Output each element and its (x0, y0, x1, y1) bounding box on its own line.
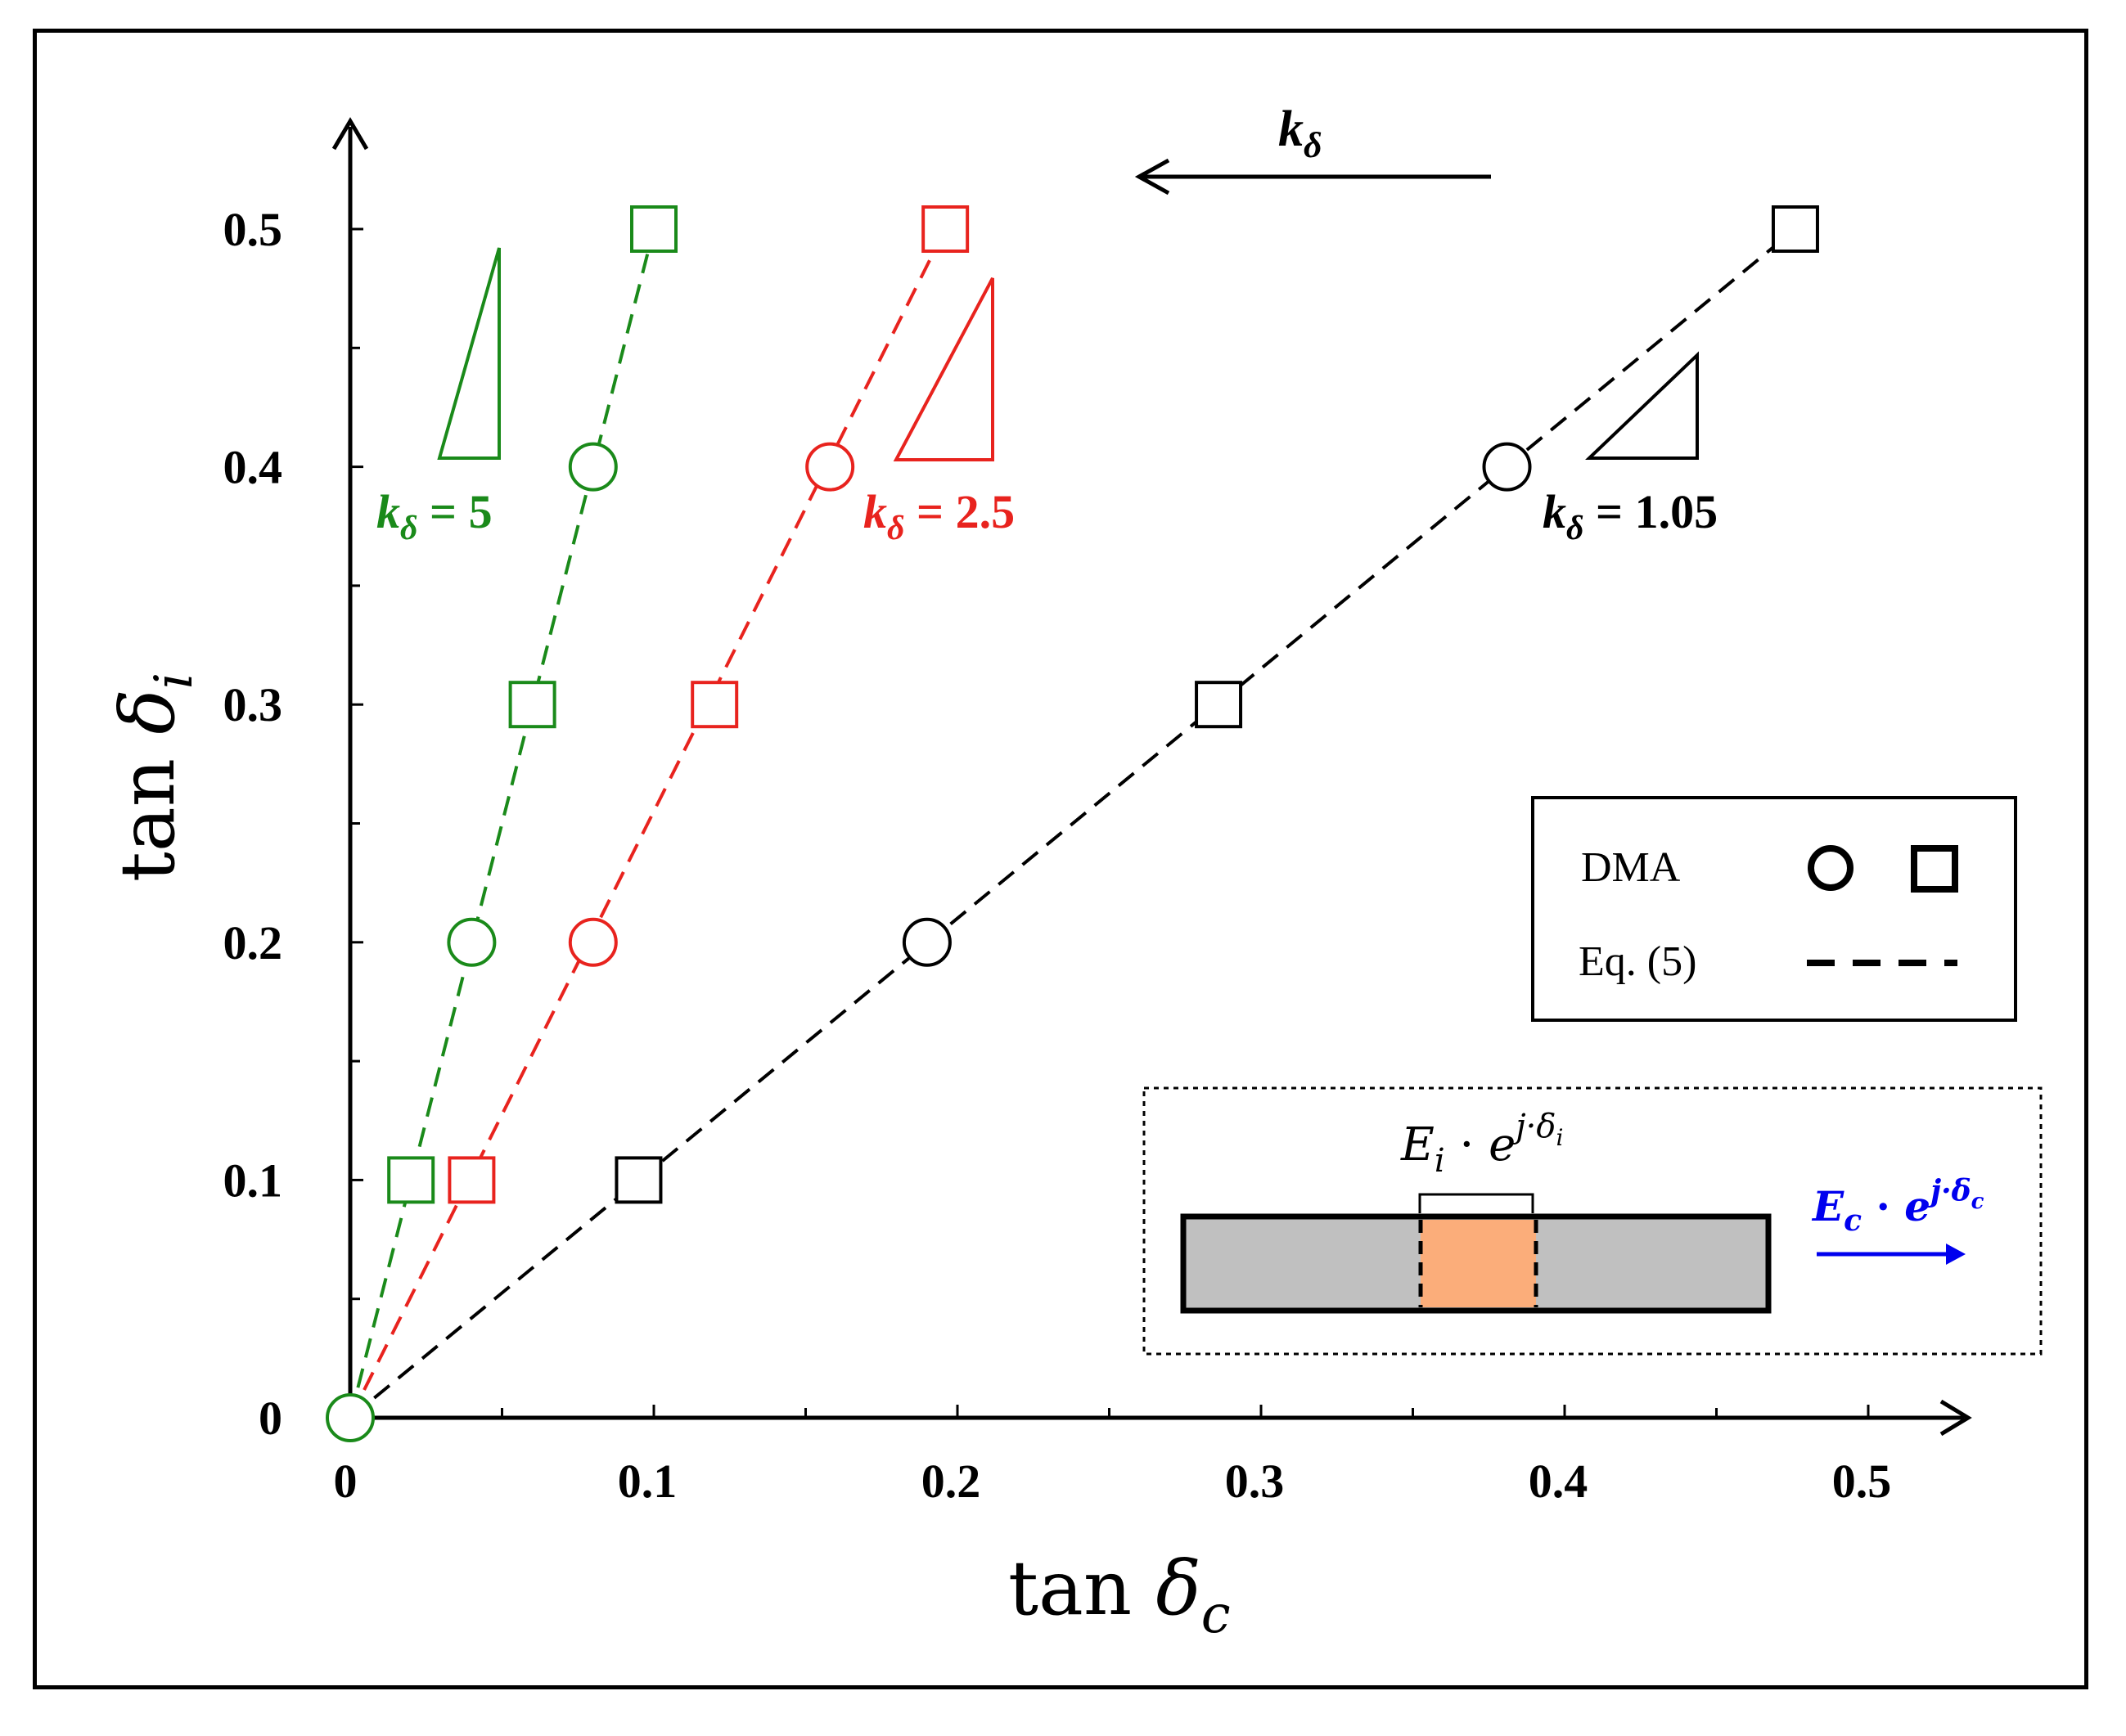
legend: DMA Eq. (5) (1531, 796, 2017, 1022)
x-axis-title-sub: c (1201, 1585, 1231, 1645)
data-point-circle (805, 442, 855, 492)
x-axis-arrowhead (1939, 1399, 1972, 1437)
y-tick-label: 0.5 (223, 203, 283, 256)
series-markers (326, 205, 1819, 1442)
series-label-black: kδ = 1.05 (1543, 485, 1718, 547)
outer-label-e: E (1811, 1182, 1844, 1230)
series-line-1 (349, 228, 947, 1419)
arrow-label: kδ (1278, 101, 1322, 165)
inset-border (1142, 1086, 2043, 1356)
x-tick-label: 0.4 (1529, 1455, 1588, 1508)
arrow-label-k: k (1278, 101, 1304, 157)
data-point-circle (447, 917, 497, 967)
inner-label-sub: i (1435, 1142, 1445, 1180)
series-label-green-k: k (376, 485, 400, 538)
series-line-2 (349, 227, 1797, 1419)
arrow-label-sub: δ (1304, 125, 1322, 165)
inset-outer-arrow-head (1946, 1244, 1966, 1265)
data-point-square (630, 205, 678, 253)
data-point-square (387, 1156, 435, 1204)
y-axis-arrowhead (331, 117, 369, 151)
slope-triangle-green (437, 247, 501, 460)
series-label-red-k: k (863, 485, 887, 538)
y-tick-label: 0.2 (223, 916, 283, 969)
tick-labels: 0 0.1 0.2 0.3 0.4 0.5 0 0.1 0.2 0.3 0.4 0.5 (223, 203, 1892, 1508)
legend-marker-square (1911, 845, 1958, 893)
y-axis-title: tan δi (104, 672, 205, 882)
legend-box (1531, 796, 2017, 1022)
data-point-circle (568, 442, 618, 492)
x-tick-label: 0.3 (1225, 1455, 1285, 1508)
data-point-square (448, 1156, 496, 1204)
x-tick-label: 0.1 (618, 1455, 678, 1508)
y-axis-title-sub: i (144, 672, 205, 689)
outer-label-dot: · (1862, 1182, 1904, 1230)
y-tick-label: 0.3 (223, 678, 283, 731)
inset-bracket (1418, 1193, 1534, 1213)
inset-schematic: Ei · ej·δi Ec · ej·δc (1142, 1086, 2043, 1356)
y-tick-label: 0.1 (223, 1154, 283, 1207)
data-point-circle (568, 917, 618, 967)
y-axis-title-delta: δ (104, 689, 191, 734)
data-point-square (1195, 681, 1243, 729)
axes (331, 117, 1972, 1437)
outer-label-sup: j·δ (1926, 1174, 1971, 1208)
slope-triangle-red (893, 277, 994, 461)
x-axis-title-delta: δ (1155, 1545, 1200, 1632)
data-point-square (691, 681, 739, 729)
x-tick-label: 0.2 (921, 1455, 981, 1508)
series-label-green-sub: δ (400, 510, 418, 547)
inner-label-supsub: i (1556, 1124, 1563, 1151)
ticks (350, 227, 1870, 1418)
series-line-0 (349, 228, 655, 1419)
legend-label-dma: DMA (1581, 844, 1681, 891)
inner-label-sup: j·δ (1509, 1108, 1556, 1145)
series-lines (349, 227, 1797, 1419)
series-label-black-sub: δ (1566, 510, 1584, 547)
legend-marker-circle (1808, 845, 1853, 891)
series-label-black-eq: = 1.05 (1584, 485, 1718, 538)
data-point-circle (326, 1393, 375, 1442)
data-point-square (508, 681, 556, 729)
legend-label-eq5: Eq. (5) (1579, 938, 1696, 985)
x-axis-title: tan δc (1008, 1545, 1231, 1645)
arrow-head (1134, 158, 1170, 196)
outer-label-supsub: c (1971, 1190, 1984, 1214)
inner-label-e: E (1400, 1118, 1435, 1172)
series-label-green: kδ = 5 (376, 485, 493, 547)
data-point-circle (902, 917, 952, 967)
outer-label-base: e (1904, 1182, 1930, 1230)
inset-outer-label: Ec · ej·δc (1811, 1174, 1984, 1238)
data-point-circle (1482, 442, 1532, 492)
outer-label-sub: c (1844, 1203, 1862, 1238)
k-direction-arrow: kδ (1134, 101, 1491, 196)
inset-inner-region (1421, 1220, 1536, 1307)
series-label-red-sub: δ (887, 510, 905, 547)
inner-label-dot: · (1445, 1118, 1489, 1172)
y-tick-label: 0 (259, 1392, 282, 1445)
inset-inner-label: Ei · ej·δi (1400, 1108, 1563, 1180)
x-tick-label: 0 (334, 1455, 358, 1508)
inner-label-base: e (1489, 1118, 1516, 1172)
slope-triangle-black (1585, 351, 1699, 460)
y-tick-label: 0.4 (223, 441, 283, 494)
data-point-square (615, 1156, 663, 1204)
series-label-green-eq: = 5 (418, 485, 493, 538)
series-label-black-k: k (1543, 485, 1566, 538)
data-point-square (921, 205, 970, 253)
x-tick-label: 0.5 (1832, 1455, 1892, 1508)
series-label-red-eq: = 2.5 (905, 485, 1016, 538)
data-point-square (1771, 205, 1819, 253)
series-label-red: kδ = 2.5 (863, 485, 1015, 547)
